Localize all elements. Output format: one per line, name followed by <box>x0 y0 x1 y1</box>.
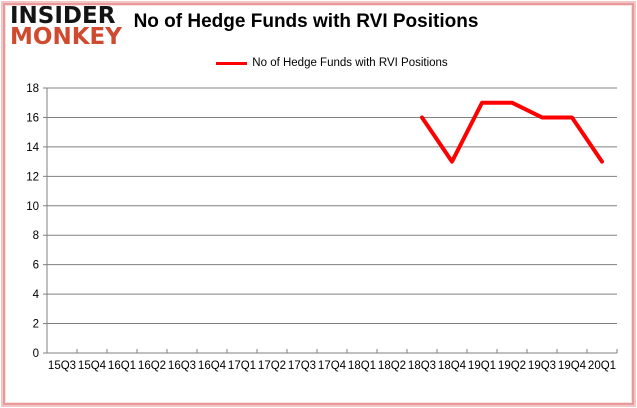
x-tick-label: 18Q3 <box>408 360 436 372</box>
x-tick-label: 17Q1 <box>228 360 256 372</box>
x-tick-label: 18Q2 <box>378 360 406 372</box>
x-tick-label: 18Q1 <box>348 360 376 372</box>
y-tick-label: 6 <box>33 260 39 272</box>
x-tick-label: 17Q3 <box>288 360 316 372</box>
x-tick-label: 16Q4 <box>198 360 227 372</box>
x-tick-label: 19Q4 <box>558 360 587 372</box>
y-tick-label: 4 <box>33 289 40 301</box>
x-tick-label: 15Q3 <box>48 360 76 372</box>
x-tick-label: 16Q2 <box>138 360 166 372</box>
y-tick-label: 14 <box>26 142 39 154</box>
x-tick-label: 20Q1 <box>588 360 616 372</box>
x-tick-label: 15Q4 <box>78 360 107 372</box>
insider-monkey-logo: INSIDER MONKEY <box>10 3 122 51</box>
y-tick-label: 16 <box>26 112 39 124</box>
legend-label: No of Hedge Funds with RVI Positions <box>252 57 448 69</box>
x-tick-label: 17Q4 <box>318 360 347 372</box>
x-tick-label: 18Q4 <box>438 360 467 372</box>
y-tick-label: 8 <box>33 230 39 242</box>
x-tick-label: 19Q2 <box>498 360 526 372</box>
logo-monkey-text: MONKEY <box>10 24 122 51</box>
x-tick-label: 17Q2 <box>258 360 286 372</box>
y-tick-label: 0 <box>33 348 39 360</box>
y-tick-label: 10 <box>26 201 39 213</box>
x-tick-label: 19Q1 <box>468 360 496 372</box>
legend: No of Hedge Funds with RVI Positions <box>47 55 617 71</box>
y-tick-label: 18 <box>26 83 39 95</box>
data-line <box>420 100 604 164</box>
x-tick-label: 16Q3 <box>168 360 196 372</box>
x-tick-label: 16Q1 <box>108 360 136 372</box>
y-tick-label: 12 <box>26 171 39 183</box>
chart-title: No of Hedge Funds with RVI Positions <box>133 11 479 32</box>
x-tick-label: 19Q3 <box>528 360 556 372</box>
logo-insider-text: INSIDER <box>10 3 116 29</box>
y-tick-label: 2 <box>33 319 39 331</box>
legend-line-swatch <box>216 61 248 65</box>
